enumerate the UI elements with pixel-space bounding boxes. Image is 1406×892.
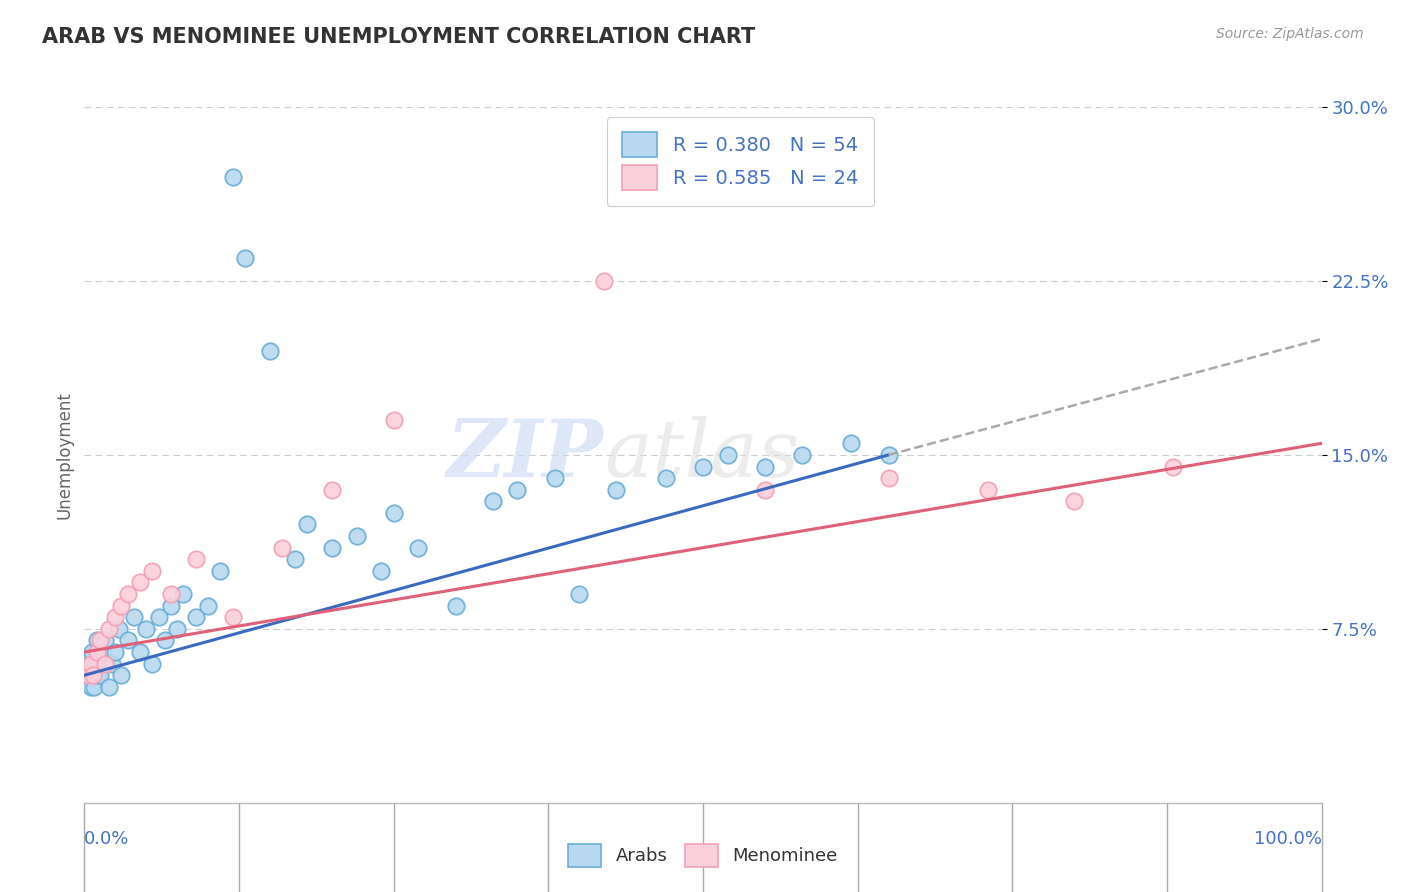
Point <box>1063 494 1085 508</box>
Text: Source: ZipAtlas.com: Source: ZipAtlas.com <box>1216 27 1364 41</box>
Legend: Arabs, Menominee: Arabs, Menominee <box>561 837 845 874</box>
Point <box>104 610 127 624</box>
Point <box>104 645 127 659</box>
Point <box>259 343 281 358</box>
Point <box>89 668 111 682</box>
Point <box>222 610 245 624</box>
Text: ARAB VS MENOMINEE UNEMPLOYMENT CORRELATION CHART: ARAB VS MENOMINEE UNEMPLOYMENT CORRELATI… <box>42 27 755 46</box>
Point <box>100 657 122 671</box>
Point <box>877 471 900 485</box>
Point <box>110 668 132 682</box>
Point <box>222 169 245 184</box>
Point <box>91 645 114 659</box>
Y-axis label: Unemployment: Unemployment <box>55 391 73 519</box>
Point <box>141 657 163 671</box>
Point <box>321 483 343 497</box>
Point <box>160 587 183 601</box>
Point <box>77 668 100 682</box>
Point <box>1161 459 1184 474</box>
Point <box>117 633 139 648</box>
Point <box>135 622 157 636</box>
Point <box>160 599 183 613</box>
Point <box>321 541 343 555</box>
Point <box>87 668 110 682</box>
Point <box>976 483 998 497</box>
Text: ZIP: ZIP <box>447 417 605 493</box>
Point <box>841 436 863 450</box>
Text: 100.0%: 100.0% <box>1254 830 1322 847</box>
Point <box>141 564 163 578</box>
Point <box>655 471 678 485</box>
Point <box>82 668 104 682</box>
Point <box>568 587 591 601</box>
Point <box>506 483 529 497</box>
Text: 0.0%: 0.0% <box>84 830 129 847</box>
Point <box>79 657 101 671</box>
Point <box>117 587 139 601</box>
Point <box>754 483 776 497</box>
Point <box>172 587 194 601</box>
Point <box>877 448 900 462</box>
Point <box>86 633 108 648</box>
Point <box>98 622 121 636</box>
Point <box>148 610 170 624</box>
Point <box>692 459 714 474</box>
Point <box>184 552 207 566</box>
Point <box>593 274 616 288</box>
Point <box>543 471 565 485</box>
Point <box>89 657 111 671</box>
Point <box>408 541 430 555</box>
Point <box>110 599 132 613</box>
Point <box>122 610 145 624</box>
Text: atlas: atlas <box>605 417 800 493</box>
Point <box>197 599 219 613</box>
Point <box>233 251 256 265</box>
Point <box>89 633 111 648</box>
Point <box>370 564 392 578</box>
Point <box>94 657 117 671</box>
Legend: R = 0.380   N = 54, R = 0.585   N = 24: R = 0.380 N = 54, R = 0.585 N = 24 <box>606 117 873 206</box>
Point <box>184 610 207 624</box>
Point <box>79 680 101 694</box>
Point <box>153 633 176 648</box>
Point <box>271 541 294 555</box>
Point <box>98 680 121 694</box>
Point <box>790 448 813 462</box>
Point <box>82 668 104 682</box>
Point <box>86 645 108 659</box>
Point <box>754 459 776 474</box>
Point <box>295 517 318 532</box>
Point <box>605 483 627 497</box>
Point <box>346 529 368 543</box>
Point <box>284 552 307 566</box>
Point <box>83 680 105 694</box>
Point <box>166 622 188 636</box>
Point <box>481 494 503 508</box>
Point <box>77 668 100 682</box>
Point <box>108 622 131 636</box>
Point <box>717 448 740 462</box>
Point <box>129 575 152 590</box>
Point <box>209 564 232 578</box>
Point <box>129 645 152 659</box>
Point <box>444 599 467 613</box>
Point <box>382 506 405 520</box>
Point <box>382 413 405 427</box>
Point <box>80 645 103 659</box>
Point <box>94 633 117 648</box>
Point <box>84 657 107 671</box>
Point <box>79 657 101 671</box>
